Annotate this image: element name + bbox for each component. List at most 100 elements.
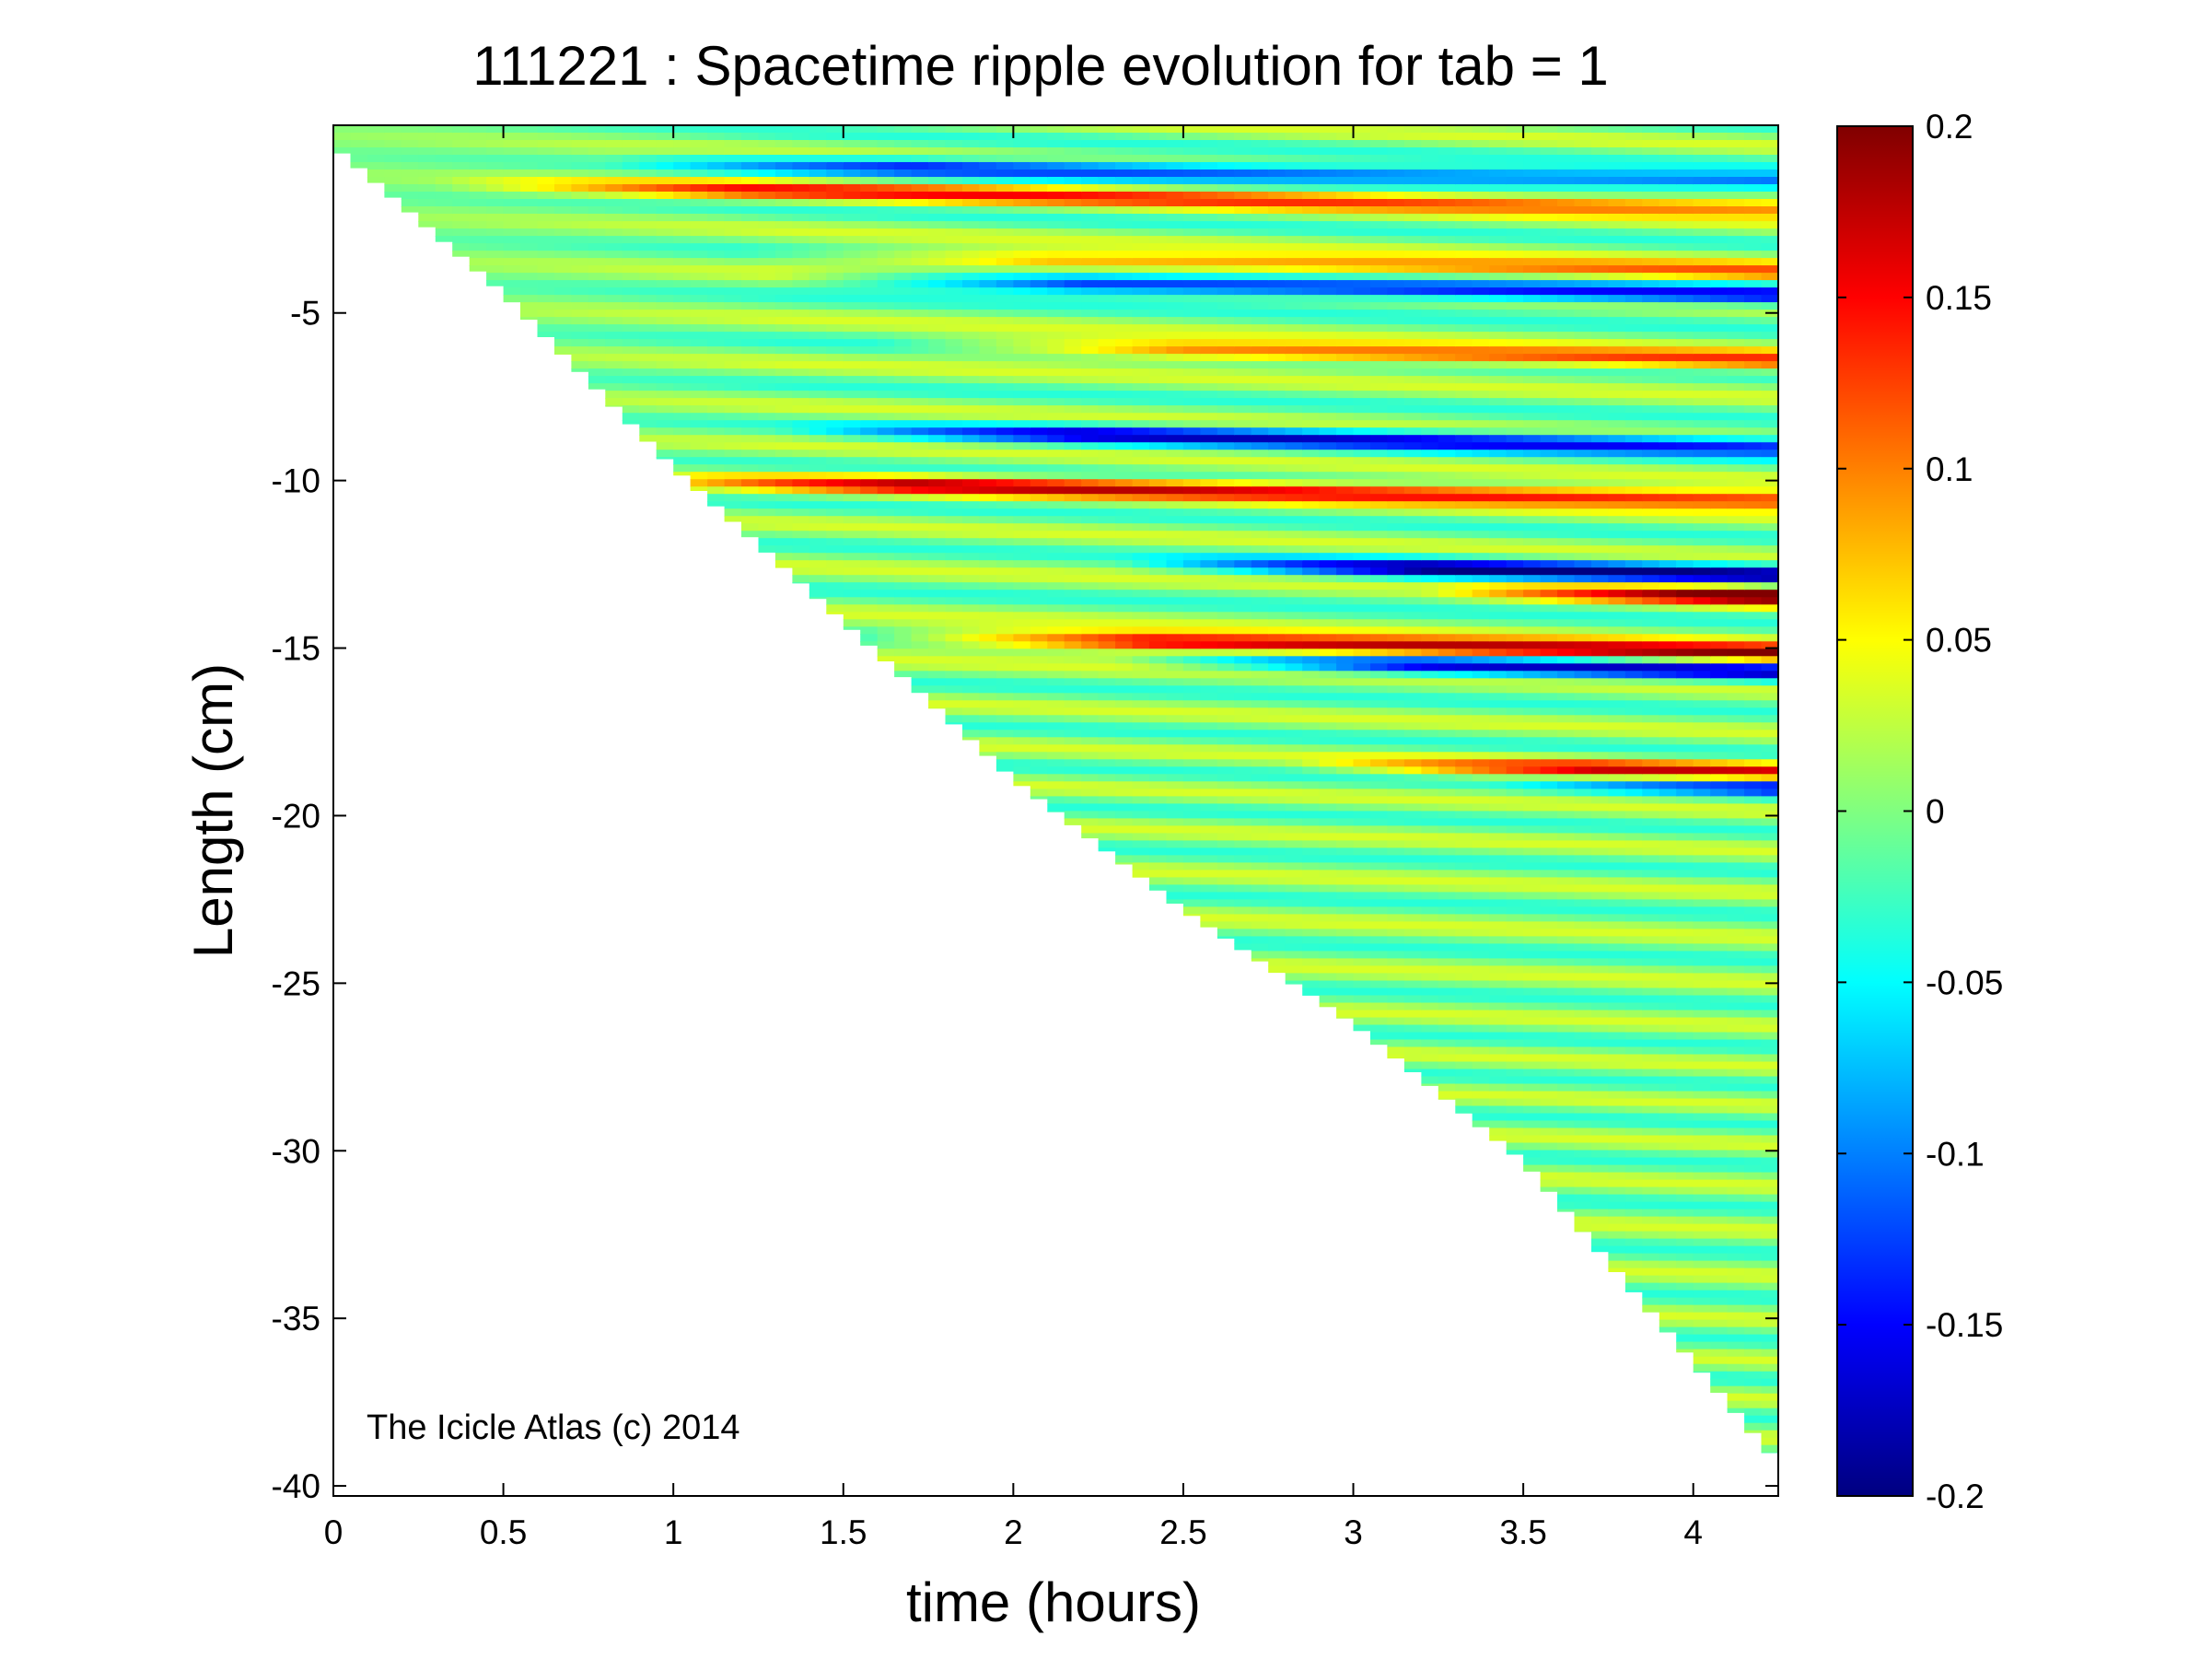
- heatmap-cell: [1472, 206, 1490, 215]
- heatmap-cell: [1132, 192, 1150, 200]
- heatmap-cell: [1403, 523, 1423, 532]
- heatmap-cell: [1438, 486, 1457, 495]
- heatmap-cell: [673, 147, 692, 156]
- heatmap-cell: [1387, 287, 1405, 296]
- heatmap-cell: [1013, 663, 1031, 672]
- heatmap-cell: [1421, 1039, 1439, 1048]
- heatmap-cell: [877, 648, 895, 658]
- heatmap-cell: [945, 310, 963, 318]
- heatmap-column: [554, 125, 573, 355]
- heatmap-cell: [843, 567, 862, 576]
- heatmap-cell: [1268, 236, 1286, 244]
- heatmap-cell: [673, 236, 692, 244]
- heatmap-cell: [928, 133, 947, 141]
- heatmap-cell: [945, 715, 963, 724]
- heatmap-cell: [1438, 243, 1457, 251]
- heatmap-cell: [758, 273, 776, 281]
- heatmap-cell: [995, 376, 1015, 384]
- heatmap-cell: [774, 361, 794, 369]
- heatmap-cell: [588, 236, 607, 244]
- heatmap-cell: [962, 155, 981, 163]
- heatmap-cell: [1200, 634, 1218, 643]
- heatmap-cell: [1285, 936, 1303, 945]
- heatmap-cell: [1098, 125, 1116, 134]
- heatmap-cell: [588, 140, 607, 148]
- heatmap-cell: [1455, 553, 1473, 561]
- heatmap-cell: [1319, 442, 1337, 450]
- heatmap-cell: [1319, 516, 1337, 524]
- heatmap-cell: [1182, 184, 1202, 193]
- heatmap-cell: [1455, 538, 1473, 546]
- heatmap-cell: [1234, 612, 1252, 621]
- heatmap-cell: [503, 258, 521, 266]
- heatmap-cell: [1438, 781, 1457, 790]
- heatmap-cell: [1336, 435, 1355, 443]
- heatmap-cell: [995, 531, 1015, 539]
- heatmap-cell: [1149, 567, 1168, 576]
- heatmap-cell: [1387, 545, 1405, 554]
- heatmap-cell: [911, 310, 929, 318]
- heatmap-cell: [1268, 376, 1286, 384]
- heatmap-cell: [1166, 287, 1184, 296]
- heatmap-cell: [1370, 398, 1389, 406]
- heatmap-cell: [860, 626, 879, 636]
- heatmap-cell: [1438, 258, 1457, 266]
- heatmap-cell: [520, 169, 539, 178]
- heatmap-cell: [656, 162, 674, 170]
- heatmap-cell: [1353, 612, 1371, 621]
- heatmap-column: [860, 125, 879, 646]
- heatmap-cell: [1132, 619, 1150, 628]
- heatmap-cell: [1285, 538, 1303, 546]
- heatmap-cell: [1149, 626, 1168, 636]
- heatmap-cell: [1166, 693, 1184, 702]
- heatmap-cell: [1166, 759, 1184, 768]
- heatmap-cell: [1149, 324, 1168, 333]
- heatmap-cell: [843, 619, 862, 628]
- heatmap-cell: [486, 192, 505, 200]
- heatmap-cell: [1115, 789, 1134, 798]
- heatmap-cell: [774, 162, 794, 170]
- heatmap-cell: [690, 457, 708, 465]
- heatmap-cell: [469, 133, 487, 141]
- heatmap-cell: [979, 413, 997, 421]
- heatmap-cell: [1217, 648, 1236, 658]
- heatmap-cell: [605, 147, 623, 156]
- heatmap-cell: [1132, 553, 1150, 561]
- heatmap-cell: [1166, 280, 1184, 288]
- heatmap-cell: [1336, 759, 1355, 768]
- heatmap-cell: [571, 133, 589, 141]
- heatmap-cell: [758, 324, 776, 333]
- heatmap-cell: [1115, 199, 1134, 207]
- heatmap-cell: [1217, 737, 1236, 746]
- heatmap-cell: [979, 184, 997, 193]
- heatmap-cell: [1268, 479, 1286, 487]
- heatmap-cell: [877, 302, 895, 310]
- heatmap-column: [1302, 125, 1321, 996]
- heatmap-cell: [1234, 420, 1252, 428]
- heatmap-cell: [1166, 825, 1184, 835]
- heatmap-cell: [1353, 361, 1371, 369]
- heatmap-cell: [792, 376, 810, 384]
- heatmap-cell: [1115, 700, 1134, 709]
- heatmap-cell: [1030, 339, 1049, 347]
- heatmap-cell: [741, 221, 760, 229]
- heatmap-cell: [1217, 811, 1236, 820]
- heatmap-cell: [1149, 169, 1168, 178]
- heatmap-cell: [1132, 376, 1150, 384]
- heatmap-cell: [1387, 914, 1405, 923]
- heatmap-cell: [1319, 899, 1337, 908]
- heatmap-cell: [1268, 833, 1286, 842]
- heatmap-cell: [724, 184, 742, 193]
- heatmap-cell: [401, 133, 420, 141]
- heatmap-cell: [1455, 634, 1473, 643]
- heatmap-cell: [894, 619, 913, 628]
- heatmap-cell: [962, 715, 981, 724]
- heatmap-cell: [1217, 553, 1236, 561]
- heatmap-cell: [1387, 169, 1405, 178]
- heatmap-cell: [588, 302, 607, 310]
- heatmap-cell: [1251, 752, 1270, 761]
- heatmap-cell: [1132, 634, 1150, 643]
- heatmap-cell: [1438, 413, 1457, 421]
- heatmap-cell: [1115, 192, 1134, 200]
- heatmap-cell: [571, 368, 589, 372]
